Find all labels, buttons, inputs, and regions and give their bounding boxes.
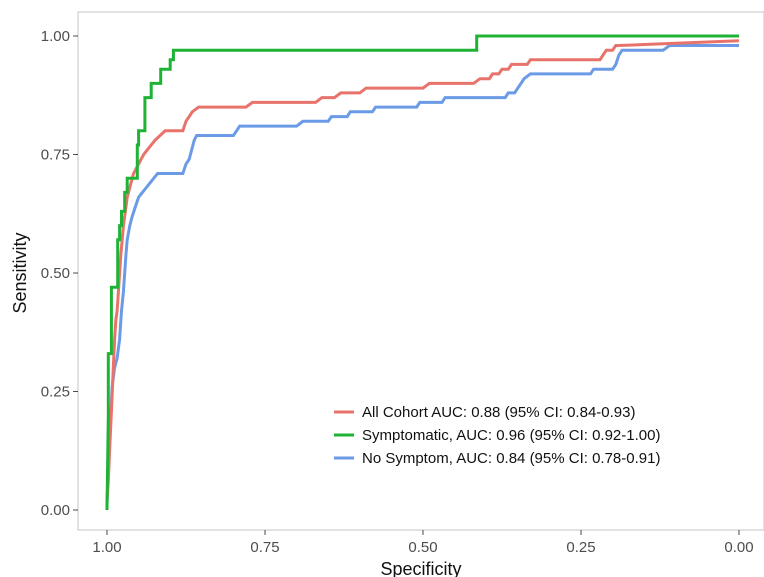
y-tick-label: 1.00	[41, 28, 70, 45]
series-line-0	[105, 39, 740, 510]
plot-panel	[77, 11, 764, 531]
series-line-2	[105, 44, 739, 510]
legend-label-2: No Symptom, AUC: 0.84 (95% CI: 0.78-0.91…	[362, 450, 660, 467]
y-tick-label: 0.25	[41, 384, 70, 401]
y-tick-label: 0.75	[41, 147, 70, 164]
x-tick-label: 1.00	[92, 539, 121, 556]
y-tick-label: 0.00	[41, 502, 70, 519]
legend-label-1: Symptomatic, AUC: 0.96 (95% CI: 0.92-1.0…	[362, 427, 660, 444]
legend: All Cohort AUC: 0.88 (95% CI: 0.84-0.93)…	[334, 404, 660, 467]
x-axis: 1.00 0.75 0.50 0.25 0.00	[92, 530, 754, 556]
series-line-1	[105, 34, 739, 511]
y-axis-title: Sensitivity	[10, 232, 30, 313]
legend-label-0: All Cohort AUC: 0.88 (95% CI: 0.84-0.93)	[362, 404, 635, 421]
x-axis-title: Specificity	[380, 559, 461, 577]
y-tick-label: 0.50	[41, 265, 70, 282]
x-tick-label: 0.00	[724, 539, 753, 556]
x-tick-label: 0.75	[250, 539, 279, 556]
x-tick-label: 0.25	[566, 539, 595, 556]
y-axis: 0.00 0.25 0.50 0.75 1.00	[41, 28, 78, 519]
series-layer	[105, 34, 740, 511]
x-tick-label: 0.50	[408, 539, 437, 556]
